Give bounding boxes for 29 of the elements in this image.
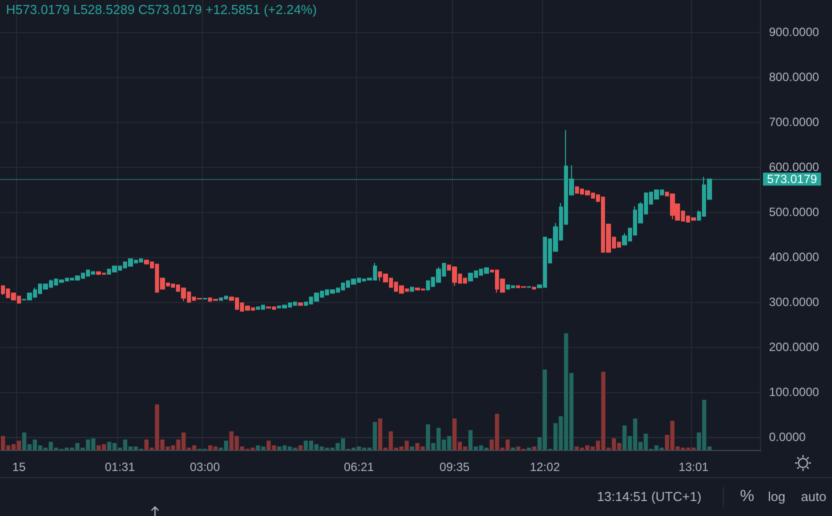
y-tick-label: 400.0000 (769, 250, 820, 264)
candlestick (532, 286, 536, 290)
annotation: H573.0179 L528.5289 C573.0179 +12.5851 (+2.24%) (6, 2, 317, 18)
y-tick-label: 500.0000 (769, 205, 820, 220)
candlestick (298, 302, 303, 306)
text: log (768, 489, 786, 505)
x-tick-label: 09:35 (440, 460, 470, 474)
y-tick-label: 800.0000 (769, 70, 820, 84)
bar (298, 445, 303, 450)
x-tick-label: 01:31 (104, 460, 136, 474)
text: 13:14:51 (UTC+1) (597, 489, 702, 505)
bar (532, 446, 536, 450)
text: auto (801, 489, 826, 505)
y-tick-label: 300.0000 (769, 295, 820, 310)
y-tick-label: 200.0000 (769, 340, 820, 354)
y-tick-label: 700.0000 (769, 115, 820, 130)
y-tick-label: 0.0000 (769, 430, 806, 444)
x-tick-label: 15 (12, 460, 26, 474)
candlestick (410, 286, 414, 292)
y-tick-label: 900.0000 (769, 24, 820, 39)
text: % (740, 488, 754, 505)
x-tick-label: 12:02 (530, 460, 560, 474)
ref-line-label: 573.0179 (767, 172, 818, 186)
x-tick-label: 13:01 (678, 460, 709, 474)
bar (410, 446, 414, 450)
y-tick-label: 600.0000 (769, 160, 820, 174)
x-tick-label: 06:21 (344, 460, 374, 474)
x-tick-label: 03:00 (190, 460, 220, 474)
y-tick-label: 100.0000 (769, 385, 820, 400)
